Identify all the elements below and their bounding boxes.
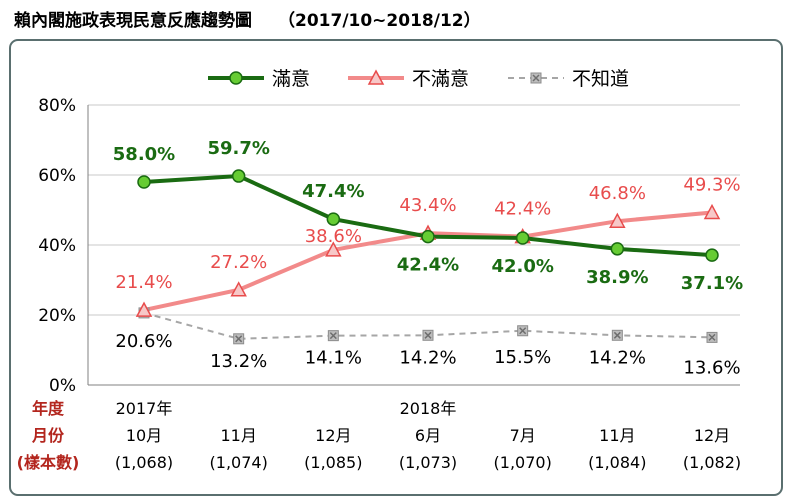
x-tick-month: 7月 [510,426,536,445]
marker-satisfied [610,242,625,256]
marker-unknown [611,329,623,341]
data-labels: 58.0% 59.7% 47.4% 42.4% 42.0% 38.9% 37.1% 21.4%… [113,138,743,378]
x-tick-sample-size: (1,068) [115,453,173,472]
marker-satisfied [421,229,435,244]
data-label-dissatisfied: 43.4% [399,195,456,216]
y-axis: 0% 20% 40% 60% 80% [38,96,740,396]
gridlines [88,104,740,316]
x-axis-row-label: (樣本數) [17,453,80,472]
y-tick-label: 40% [38,236,76,256]
data-label-dissatisfied: 38.6% [305,226,362,247]
x-axis-row-label: 月份 [31,426,65,445]
x-tick-sample-size: (1,085) [304,453,362,472]
x-tick-month: 11月 [599,426,635,445]
data-label-satisfied: 37.1% [681,273,743,294]
legend-label-satisfied: 滿意 [272,68,310,90]
data-label-unknown: 20.6% [115,331,172,352]
data-label-satisfied: 42.0% [491,256,553,277]
marker-unknown [706,331,718,343]
marker-dissatisfied [609,212,626,228]
marker-unknown [327,330,339,342]
data-label-satisfied: 58.0% [113,144,175,165]
data-label-unknown: 15.5% [494,347,551,368]
marker-satisfied [137,175,151,189]
x-tick-month: 6月 [415,426,441,445]
chart-title-row: 賴內閣施政表現民意反應趨勢圖 （2017/10~2018/12） [14,6,784,34]
marker-dissatisfied [325,241,342,257]
data-label-unknown: 13.2% [210,351,267,372]
legend: 滿意 不滿意 不知道 [208,68,629,90]
y-tick-label: 60% [38,166,76,186]
x-axis: 2017年 10月 (1,068) 11月 (1,074) 12月 (1,085) 2018年… [17,399,741,472]
marker-satisfied [515,231,530,245]
x-tick-month: 12月 [694,426,730,445]
data-label-satisfied: 38.9% [586,267,648,288]
chart-title: 賴內閣施政表現民意反應趨勢圖 [14,11,252,31]
marker-unknown [517,325,529,337]
y-tick-label: 80% [38,96,76,116]
marker-satisfied [326,212,341,226]
legend-label-dissatisfied: 不滿意 [412,68,469,90]
data-label-unknown: 14.2% [399,347,456,368]
legend-marker-satisfied [229,71,243,85]
data-label-unknown: 13.6% [683,357,740,378]
x-tick-sample-size: (1,082) [683,453,741,472]
x-tick-month: 11月 [220,426,256,445]
x-tick-sample-size: (1,074) [210,453,268,472]
data-label-dissatisfied: 42.4% [494,199,551,220]
y-tick-label: 20% [38,306,76,326]
data-label-satisfied: 42.4% [397,255,459,276]
x-tick-year: 2017年 [116,399,173,418]
legend-label-unknown: 不知道 [572,68,629,90]
data-label-unknown: 14.1% [305,348,362,369]
chart-frame [9,39,783,496]
series-layer [135,169,721,345]
data-label-dissatisfied: 46.8% [589,183,646,204]
data-label-unknown: 14.2% [589,347,646,368]
legend-marker-dissatisfied [367,69,385,85]
data-label-satisfied: 47.4% [302,181,364,202]
x-tick-sample-size: (1,073) [399,453,457,472]
marker-dissatisfied [230,281,247,297]
marker-satisfied [231,169,246,183]
x-tick-year: 2018年 [400,399,457,418]
marker-unknown [422,329,434,341]
x-tick-sample-size: (1,070) [494,453,552,472]
data-label-dissatisfied: 21.4% [115,272,172,293]
x-tick-month: 10月 [126,426,162,445]
data-label-satisfied: 59.7% [207,138,269,159]
legend-marker-unknown [530,72,542,84]
marker-satisfied [705,248,719,262]
x-axis-row-label: 年度 [32,399,65,418]
chart-subtitle: （2017/10~2018/12） [278,11,481,31]
x-tick-month: 12月 [315,426,351,445]
marker-unknown [233,333,245,345]
data-label-dissatisfied: 27.2% [210,252,267,273]
marker-dissatisfied [135,301,153,317]
x-tick-sample-size: (1,084) [588,453,646,472]
data-label-dissatisfied: 49.3% [683,174,740,195]
marker-dissatisfied [703,203,721,220]
y-tick-label: 0% [49,376,76,396]
